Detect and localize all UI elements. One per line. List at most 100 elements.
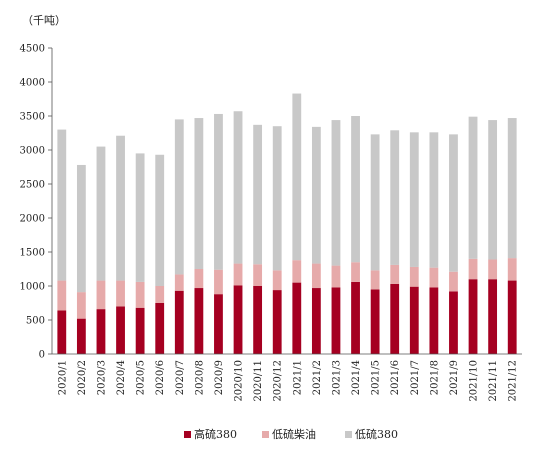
bar-segment-1	[370, 289, 380, 354]
bar-segment-3	[174, 119, 184, 275]
bar-segment-2	[468, 258, 478, 280]
bar-segment-1	[96, 309, 106, 354]
bar-segment-1	[331, 287, 341, 354]
bar-segment-2	[331, 265, 341, 288]
x-tick-label: 2021/10	[469, 360, 480, 402]
bar-segment-1	[57, 310, 67, 354]
y-tick-label: 4000	[20, 78, 45, 89]
x-tick-label: 2021/3	[331, 360, 342, 395]
x-axis: 2020/1 2020/2 2020/3 2020/4 2020/5 2020/6 2020…	[52, 353, 522, 402]
x-tick-label: 2020/11	[253, 360, 264, 402]
x-tick-label: 2020/6	[155, 360, 166, 395]
y-tick-label: 2000	[20, 214, 45, 225]
y-tick-label: 2500	[20, 180, 45, 191]
bar-segment-2	[507, 258, 517, 281]
bar-segment-1	[390, 283, 400, 354]
bar-segment-1	[468, 279, 478, 354]
bar-segment-2	[135, 281, 145, 308]
bar-segment-1	[292, 282, 302, 354]
y-tick-label: 1000	[20, 282, 45, 293]
bar-segment-2	[429, 267, 439, 288]
x-tick-label: 2021/12	[508, 360, 519, 402]
bar-segment-3	[57, 129, 67, 281]
legend-label-3: 低硫380	[355, 427, 398, 441]
bar-segment-1	[174, 290, 184, 354]
bar-segment-1	[429, 287, 439, 354]
bar-segment-3	[429, 132, 439, 268]
y-tick-label: 3000	[20, 146, 45, 157]
bar-segment-3	[292, 93, 302, 261]
bar-segment-2	[272, 270, 282, 291]
bar-segment-1	[76, 318, 86, 354]
bar-segment-1	[311, 288, 321, 354]
bar-segment-2	[174, 274, 184, 291]
bar-segment-3	[311, 126, 321, 264]
x-tick-label: 2021/1	[292, 360, 303, 395]
x-tick-label: 2020/12	[273, 360, 284, 402]
x-tick-label: 2021/4	[351, 360, 362, 395]
x-tick-label: 2021/7	[410, 360, 421, 395]
x-tick-label: 2021/5	[371, 360, 382, 395]
bar-segment-2	[488, 259, 498, 280]
bar-segment-3	[507, 118, 517, 259]
bar-segment-2	[194, 269, 204, 289]
bar-segment-1	[272, 290, 282, 354]
bar-segment-3	[155, 154, 165, 286]
bar-segment-1	[233, 285, 243, 354]
x-tick-label: 2021/11	[488, 360, 499, 402]
bar-segment-1	[351, 281, 360, 354]
bar-segment-1	[449, 291, 458, 354]
bar-segment-2	[155, 286, 165, 303]
y-tick-label: 1500	[20, 248, 45, 259]
bar-segment-3	[351, 116, 360, 263]
y-axis-unit-label: （千吨）	[22, 14, 66, 27]
bar-segment-3	[468, 116, 478, 259]
x-tick-label: 2020/8	[194, 360, 205, 395]
bar-segment-2	[370, 270, 380, 290]
bar-segment-3	[488, 120, 498, 260]
x-tick-label: 2020/2	[77, 360, 88, 395]
legend-label-1: 高硫380	[194, 427, 237, 441]
x-tick-label: 2020/9	[214, 360, 225, 395]
bar-segment-3	[214, 113, 223, 270]
legend-swatch-1	[184, 431, 191, 438]
x-tick-label: 2020/3	[96, 360, 107, 395]
bar-segment-2	[233, 263, 243, 286]
bar-segment-2	[449, 271, 458, 292]
bar-segment-3	[331, 120, 341, 266]
bar-segment-1	[155, 303, 165, 354]
bar-segment-2	[96, 280, 106, 310]
bar-segment-3	[409, 132, 419, 267]
bar-segment-3	[272, 126, 282, 271]
bar-segment-2	[292, 260, 302, 283]
bar-segment-1	[409, 286, 419, 354]
x-tick-label: 2020/7	[175, 360, 186, 395]
bar-segment-3	[76, 164, 86, 293]
x-tick-label: 2020/4	[116, 360, 127, 395]
legend-swatch-2	[262, 431, 269, 438]
bar-segment-2	[390, 264, 400, 284]
bar-segment-1	[194, 288, 204, 354]
bar-segment-2	[253, 264, 263, 286]
bar-segment-1	[135, 307, 145, 354]
bar-segment-3	[253, 124, 263, 265]
y-tick-label: 0	[39, 350, 45, 361]
bar-segment-3	[449, 134, 458, 272]
legend: 高硫380 低硫柴油 低硫380	[184, 427, 398, 441]
x-tick-label: 2020/5	[136, 360, 147, 395]
bar-segment-2	[76, 292, 86, 319]
bar-segment-3	[96, 146, 106, 281]
legend-label-2: 低硫柴油	[272, 427, 316, 441]
bar-segment-2	[311, 263, 321, 289]
y-tick-label: 500	[26, 316, 45, 327]
y-tick-label: 4500	[20, 44, 45, 55]
y-tick-label: 3500	[20, 112, 45, 123]
bar-segment-3	[233, 111, 243, 264]
bar-segment-3	[116, 135, 125, 281]
legend-swatch-3	[345, 431, 352, 438]
x-tick-label: 2021/9	[449, 360, 460, 395]
bar-segment-2	[214, 269, 223, 295]
bar-segment-1	[214, 294, 223, 354]
bar-segment-3	[390, 130, 400, 265]
